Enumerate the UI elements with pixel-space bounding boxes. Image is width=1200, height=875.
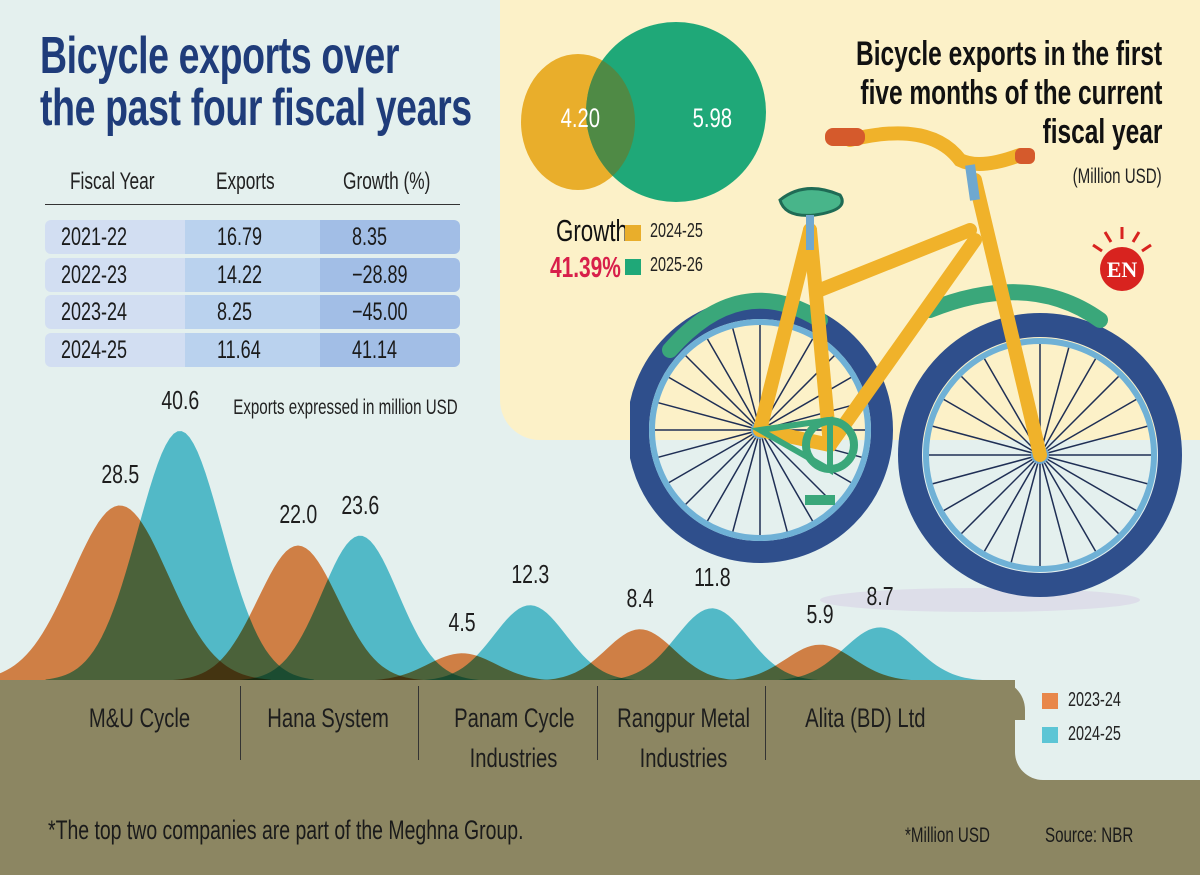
- peak-2024-25-0: [45, 431, 315, 681]
- category-divider: [597, 686, 598, 760]
- table-cell: 2022-23: [45, 257, 185, 292]
- peak-2024-25-3: [596, 608, 828, 681]
- title-line: Bicycle exports over: [40, 27, 400, 85]
- venn-value-2024-25: 4.20: [560, 103, 600, 133]
- category-label: Panam Cycle Industries: [453, 703, 575, 773]
- legend-swatch-2024-25: [1042, 727, 1058, 743]
- table-row: 2021-22 16.79 8.35: [45, 220, 460, 254]
- category-label: Hana System: [267, 703, 389, 733]
- venn-legend-swatch: [625, 225, 641, 241]
- data-label: 23.6: [341, 489, 379, 520]
- venn-legend-label: 2025-26: [650, 254, 703, 276]
- data-label: 4.5: [448, 607, 476, 638]
- table-cell: 14.22: [185, 257, 320, 292]
- table-header: Growth (%): [343, 168, 431, 195]
- table-cell: 8.35: [320, 220, 460, 254]
- peak-2024-25-2: [414, 605, 646, 681]
- legend-swatch-2023-24: [1042, 693, 1058, 709]
- right-unit: (Million USD): [1072, 165, 1162, 188]
- peak-2024-25-4: [764, 627, 996, 681]
- category-divider: [240, 686, 241, 760]
- table-cell: 2021-22: [45, 220, 185, 254]
- category-label: M&U Cycle: [89, 703, 191, 733]
- venn-value-2025-26: 5.98: [692, 103, 732, 133]
- growth-value: 41.39%: [550, 252, 621, 284]
- venn-legend-label: 2024-25: [650, 220, 703, 242]
- table-row: 2022-23 14.22 −28.89: [45, 257, 460, 292]
- table-cell: 2023-24: [45, 295, 185, 329]
- table-row: 2024-25 11.64 41.14: [45, 332, 460, 367]
- data-label: 40.6: [161, 384, 199, 415]
- unit-note: *Million USD: [905, 824, 990, 847]
- table-note: Exports expressed in million USD: [233, 396, 458, 419]
- table-cell: −28.89: [320, 257, 460, 292]
- peak-2024-25-1: [238, 535, 482, 681]
- footnote: *The top two companies are part of the M…: [48, 815, 524, 845]
- category-divider: [418, 686, 419, 760]
- legend-label: 2023-24: [1068, 689, 1121, 711]
- data-label: 8.4: [626, 583, 654, 614]
- data-label: 11.8: [693, 562, 731, 593]
- venn-diagram: [521, 22, 766, 202]
- table-cell: 2024-25: [45, 332, 185, 367]
- header-divider: [45, 204, 460, 205]
- data-label: 22.0: [279, 499, 317, 530]
- growth-label: Growth: [556, 213, 628, 248]
- svg-text:EN: EN: [1107, 257, 1138, 282]
- data-label: 28.5: [101, 459, 139, 490]
- table-cell: 11.64: [185, 332, 320, 367]
- table-cell: 41.14: [320, 332, 460, 367]
- right-title: Bicycle exports in the first five months…: [855, 35, 1162, 151]
- data-label: 8.7: [866, 581, 894, 612]
- table-cell: 8.25: [185, 295, 320, 329]
- title-line: the past four fiscal years: [40, 79, 472, 137]
- category-label: Alita (BD) Ltd: [804, 703, 926, 733]
- category-label: Rangpur Metal Industries: [617, 703, 751, 773]
- legend-label: 2024-25: [1068, 723, 1121, 745]
- data-label: 5.9: [806, 598, 834, 629]
- page-title: Bicycle exports over the past four fisca…: [40, 30, 640, 134]
- source: Source: NBR: [1045, 824, 1134, 847]
- category-divider: [765, 686, 766, 760]
- table-header: Exports: [216, 168, 275, 195]
- table-cell: 16.79: [185, 220, 320, 254]
- table-header: Fiscal Year: [70, 168, 155, 195]
- data-label: 12.3: [511, 559, 549, 590]
- venn-legend-swatch: [625, 259, 641, 275]
- bicycle-illustration: [630, 126, 1182, 612]
- venn-circle-2025-26: [586, 22, 766, 202]
- table-cell: −45.00: [320, 295, 460, 329]
- table-row: 2023-24 8.25 −45.00: [45, 295, 460, 329]
- en-logo: EN: [1092, 227, 1152, 291]
